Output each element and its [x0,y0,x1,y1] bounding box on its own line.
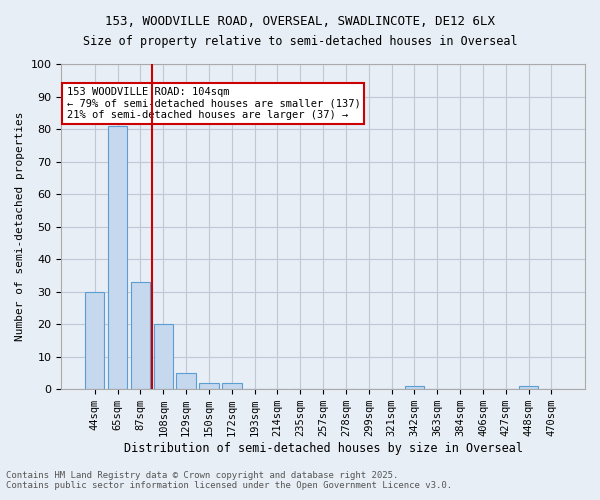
X-axis label: Distribution of semi-detached houses by size in Overseal: Distribution of semi-detached houses by … [124,442,523,455]
Bar [85,292,104,389]
Bar [131,282,150,389]
Text: Size of property relative to semi-detached houses in Overseal: Size of property relative to semi-detach… [83,35,517,48]
Bar [519,386,538,389]
Text: 153, WOODVILLE ROAD, OVERSEAL, SWADLINCOTE, DE12 6LX: 153, WOODVILLE ROAD, OVERSEAL, SWADLINCO… [105,15,495,28]
Bar [154,324,173,389]
Text: Contains HM Land Registry data © Crown copyright and database right 2025.
Contai: Contains HM Land Registry data © Crown c… [6,470,452,490]
Bar [222,382,242,389]
Bar [176,373,196,389]
Bar [199,382,218,389]
Y-axis label: Number of semi-detached properties: Number of semi-detached properties [15,112,25,342]
Bar [108,126,127,389]
Text: 153 WOODVILLE ROAD: 104sqm
← 79% of semi-detached houses are smaller (137)
21% o: 153 WOODVILLE ROAD: 104sqm ← 79% of semi… [67,87,360,120]
Bar [405,386,424,389]
